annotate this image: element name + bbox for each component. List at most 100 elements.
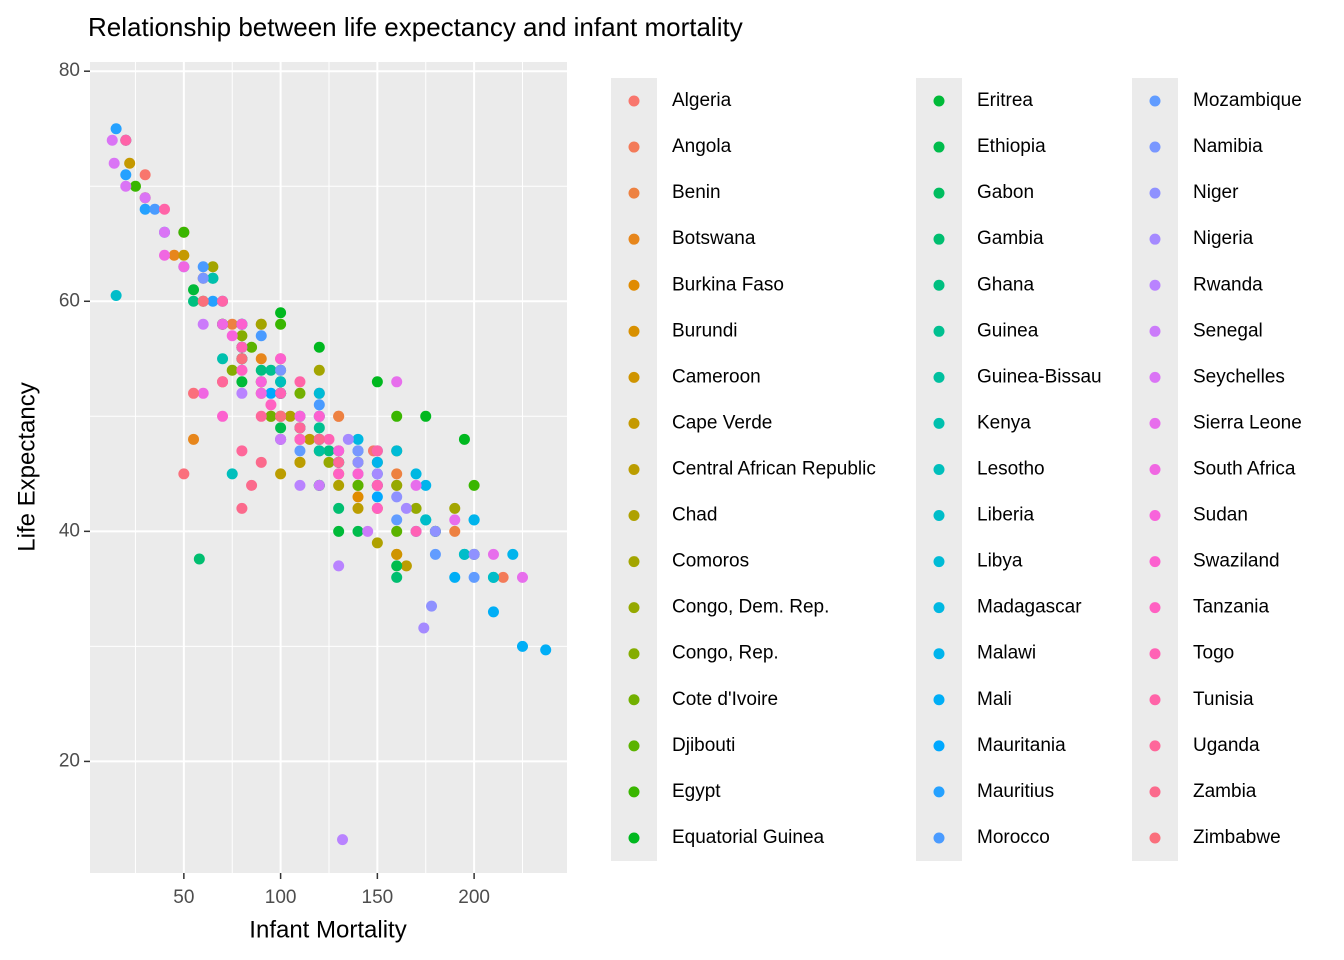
legend-label: Zimbabwe [1193,827,1281,848]
legend-label: Cameroon [672,366,761,387]
point [418,622,430,634]
point [255,330,267,342]
legend-label: South Africa [1193,458,1296,479]
point [371,479,383,491]
legend-label: Seychelles [1193,366,1285,387]
legend-key [628,371,640,383]
legend-label: Ethiopia [977,136,1046,157]
point [487,571,499,583]
point [313,422,325,434]
legend-label: Mozambique [1193,90,1302,111]
point [139,169,151,181]
point [333,456,345,468]
point [197,295,209,307]
legend-key [628,740,640,752]
legend-key [933,187,945,199]
point [362,525,374,537]
legend-label: Niger [1193,182,1239,203]
point [371,537,383,549]
point [236,502,248,514]
point [294,410,306,422]
legend-key [933,648,945,660]
point [337,834,349,846]
legend-label: Sierra Leone [1193,412,1302,433]
point [197,272,209,284]
legend-key [628,141,640,153]
point [449,514,461,526]
point [265,410,277,422]
point [458,433,470,445]
point [391,548,403,560]
point [487,548,499,560]
point [129,180,141,192]
point [468,548,480,560]
point [352,491,364,503]
point [391,410,403,422]
legend-label: Liberia [977,505,1034,526]
legend-key [628,648,640,660]
legend-key [628,233,640,245]
point [265,364,277,376]
point [323,445,335,457]
legend-key [933,556,945,568]
point [426,600,438,612]
point [188,284,200,296]
point [124,157,136,169]
legend-key [1149,417,1161,429]
point [391,560,403,572]
x-axis-label: Infant Mortality [249,916,406,943]
point [217,376,229,388]
point [294,433,306,445]
legend: Algeria Angola Benin Botswana Burkina Faso Bu… [611,78,1302,862]
legend-label: Burkina Faso [672,274,784,295]
point [371,491,383,503]
point [226,318,238,330]
point [429,548,441,560]
point [516,571,528,583]
legend-label: Mali [977,689,1012,710]
point [304,433,316,445]
legend-label: Gambia [977,228,1044,249]
point [391,468,403,480]
point [352,479,364,491]
x-tick-label: 150 [362,887,394,908]
point [108,157,120,169]
point [275,307,287,319]
legend-key [1149,510,1161,522]
legend-key [933,602,945,614]
point [371,502,383,514]
point [188,387,200,399]
point [193,553,205,565]
legend-key [628,556,640,568]
legend-label: Burundi [672,320,738,341]
legend-key [628,325,640,337]
legend-key [628,95,640,107]
x-tick-label: 100 [265,887,297,908]
legend-label: Benin [672,182,721,203]
point [197,387,209,399]
point [294,422,306,434]
legend-label: Angola [672,136,732,157]
legend-label: Tanzania [1193,597,1269,618]
legend-key [933,786,945,798]
point [294,387,306,399]
legend-label: Namibia [1193,136,1263,157]
point [352,502,364,514]
legend-key [933,371,945,383]
point [236,341,248,353]
legend-key [933,694,945,706]
point [217,295,229,307]
legend-key [1149,740,1161,752]
axes: 20 40 60 80 50 100 150 200 [59,60,490,908]
legend-label: Rwanda [1193,274,1263,295]
x-tick-label: 200 [458,887,490,908]
point [313,341,325,353]
point [333,410,345,422]
point [507,548,519,560]
point [207,295,219,307]
point [313,433,325,445]
point [410,502,422,514]
point [371,445,383,457]
point [313,399,325,411]
